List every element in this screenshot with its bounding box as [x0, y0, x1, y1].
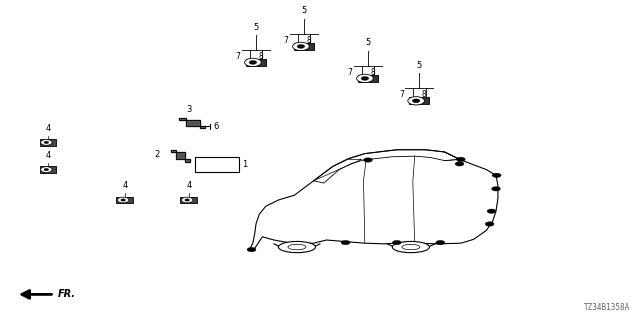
FancyBboxPatch shape [195, 157, 239, 172]
Circle shape [44, 141, 49, 144]
FancyBboxPatch shape [180, 197, 197, 203]
Circle shape [185, 199, 189, 201]
Text: 4: 4 [45, 124, 51, 133]
Circle shape [356, 74, 373, 83]
Text: 8: 8 [307, 36, 311, 44]
Text: 4: 4 [122, 181, 127, 190]
Text: 5: 5 [301, 6, 307, 15]
Polygon shape [179, 118, 205, 128]
Text: 7: 7 [348, 68, 353, 76]
Circle shape [408, 97, 424, 105]
Circle shape [492, 173, 501, 178]
Text: 4: 4 [45, 151, 51, 160]
Circle shape [456, 157, 465, 162]
FancyBboxPatch shape [40, 139, 56, 146]
Text: FR.: FR. [58, 289, 76, 300]
Text: 2: 2 [154, 150, 159, 159]
FancyBboxPatch shape [40, 166, 56, 173]
Circle shape [247, 247, 256, 252]
Circle shape [492, 187, 500, 191]
Circle shape [249, 60, 257, 64]
Circle shape [341, 240, 350, 245]
Circle shape [487, 209, 496, 213]
Circle shape [297, 44, 305, 48]
Circle shape [455, 162, 464, 166]
FancyBboxPatch shape [409, 97, 429, 104]
Ellipse shape [278, 242, 316, 253]
Text: 8: 8 [371, 68, 375, 76]
Text: TZ34B1358A: TZ34B1358A [584, 303, 630, 312]
Circle shape [364, 158, 372, 162]
Text: 8: 8 [422, 90, 426, 99]
Circle shape [181, 197, 193, 203]
Circle shape [40, 140, 52, 145]
Circle shape [292, 42, 309, 51]
Text: 3: 3 [186, 105, 191, 114]
Text: 6: 6 [213, 122, 218, 131]
Ellipse shape [392, 242, 429, 253]
Text: 5: 5 [253, 23, 259, 32]
Circle shape [44, 168, 49, 171]
Text: 5: 5 [365, 38, 371, 47]
Circle shape [121, 199, 125, 201]
Circle shape [412, 99, 420, 103]
Text: 4: 4 [186, 181, 191, 190]
Circle shape [40, 167, 52, 172]
Text: 7: 7 [236, 52, 241, 60]
Circle shape [361, 76, 369, 80]
Circle shape [436, 240, 445, 245]
Text: 7: 7 [399, 90, 404, 99]
Text: 7: 7 [284, 36, 289, 44]
Circle shape [117, 197, 129, 203]
FancyBboxPatch shape [246, 59, 266, 66]
Text: 8: 8 [259, 52, 263, 60]
Text: 5: 5 [417, 61, 422, 70]
Ellipse shape [288, 244, 306, 250]
FancyBboxPatch shape [116, 197, 133, 203]
Text: 1: 1 [243, 160, 248, 169]
Circle shape [392, 240, 401, 245]
Circle shape [485, 222, 494, 226]
FancyBboxPatch shape [294, 43, 314, 50]
FancyBboxPatch shape [358, 75, 378, 82]
Polygon shape [171, 150, 190, 162]
Circle shape [244, 58, 261, 67]
Ellipse shape [402, 244, 420, 250]
